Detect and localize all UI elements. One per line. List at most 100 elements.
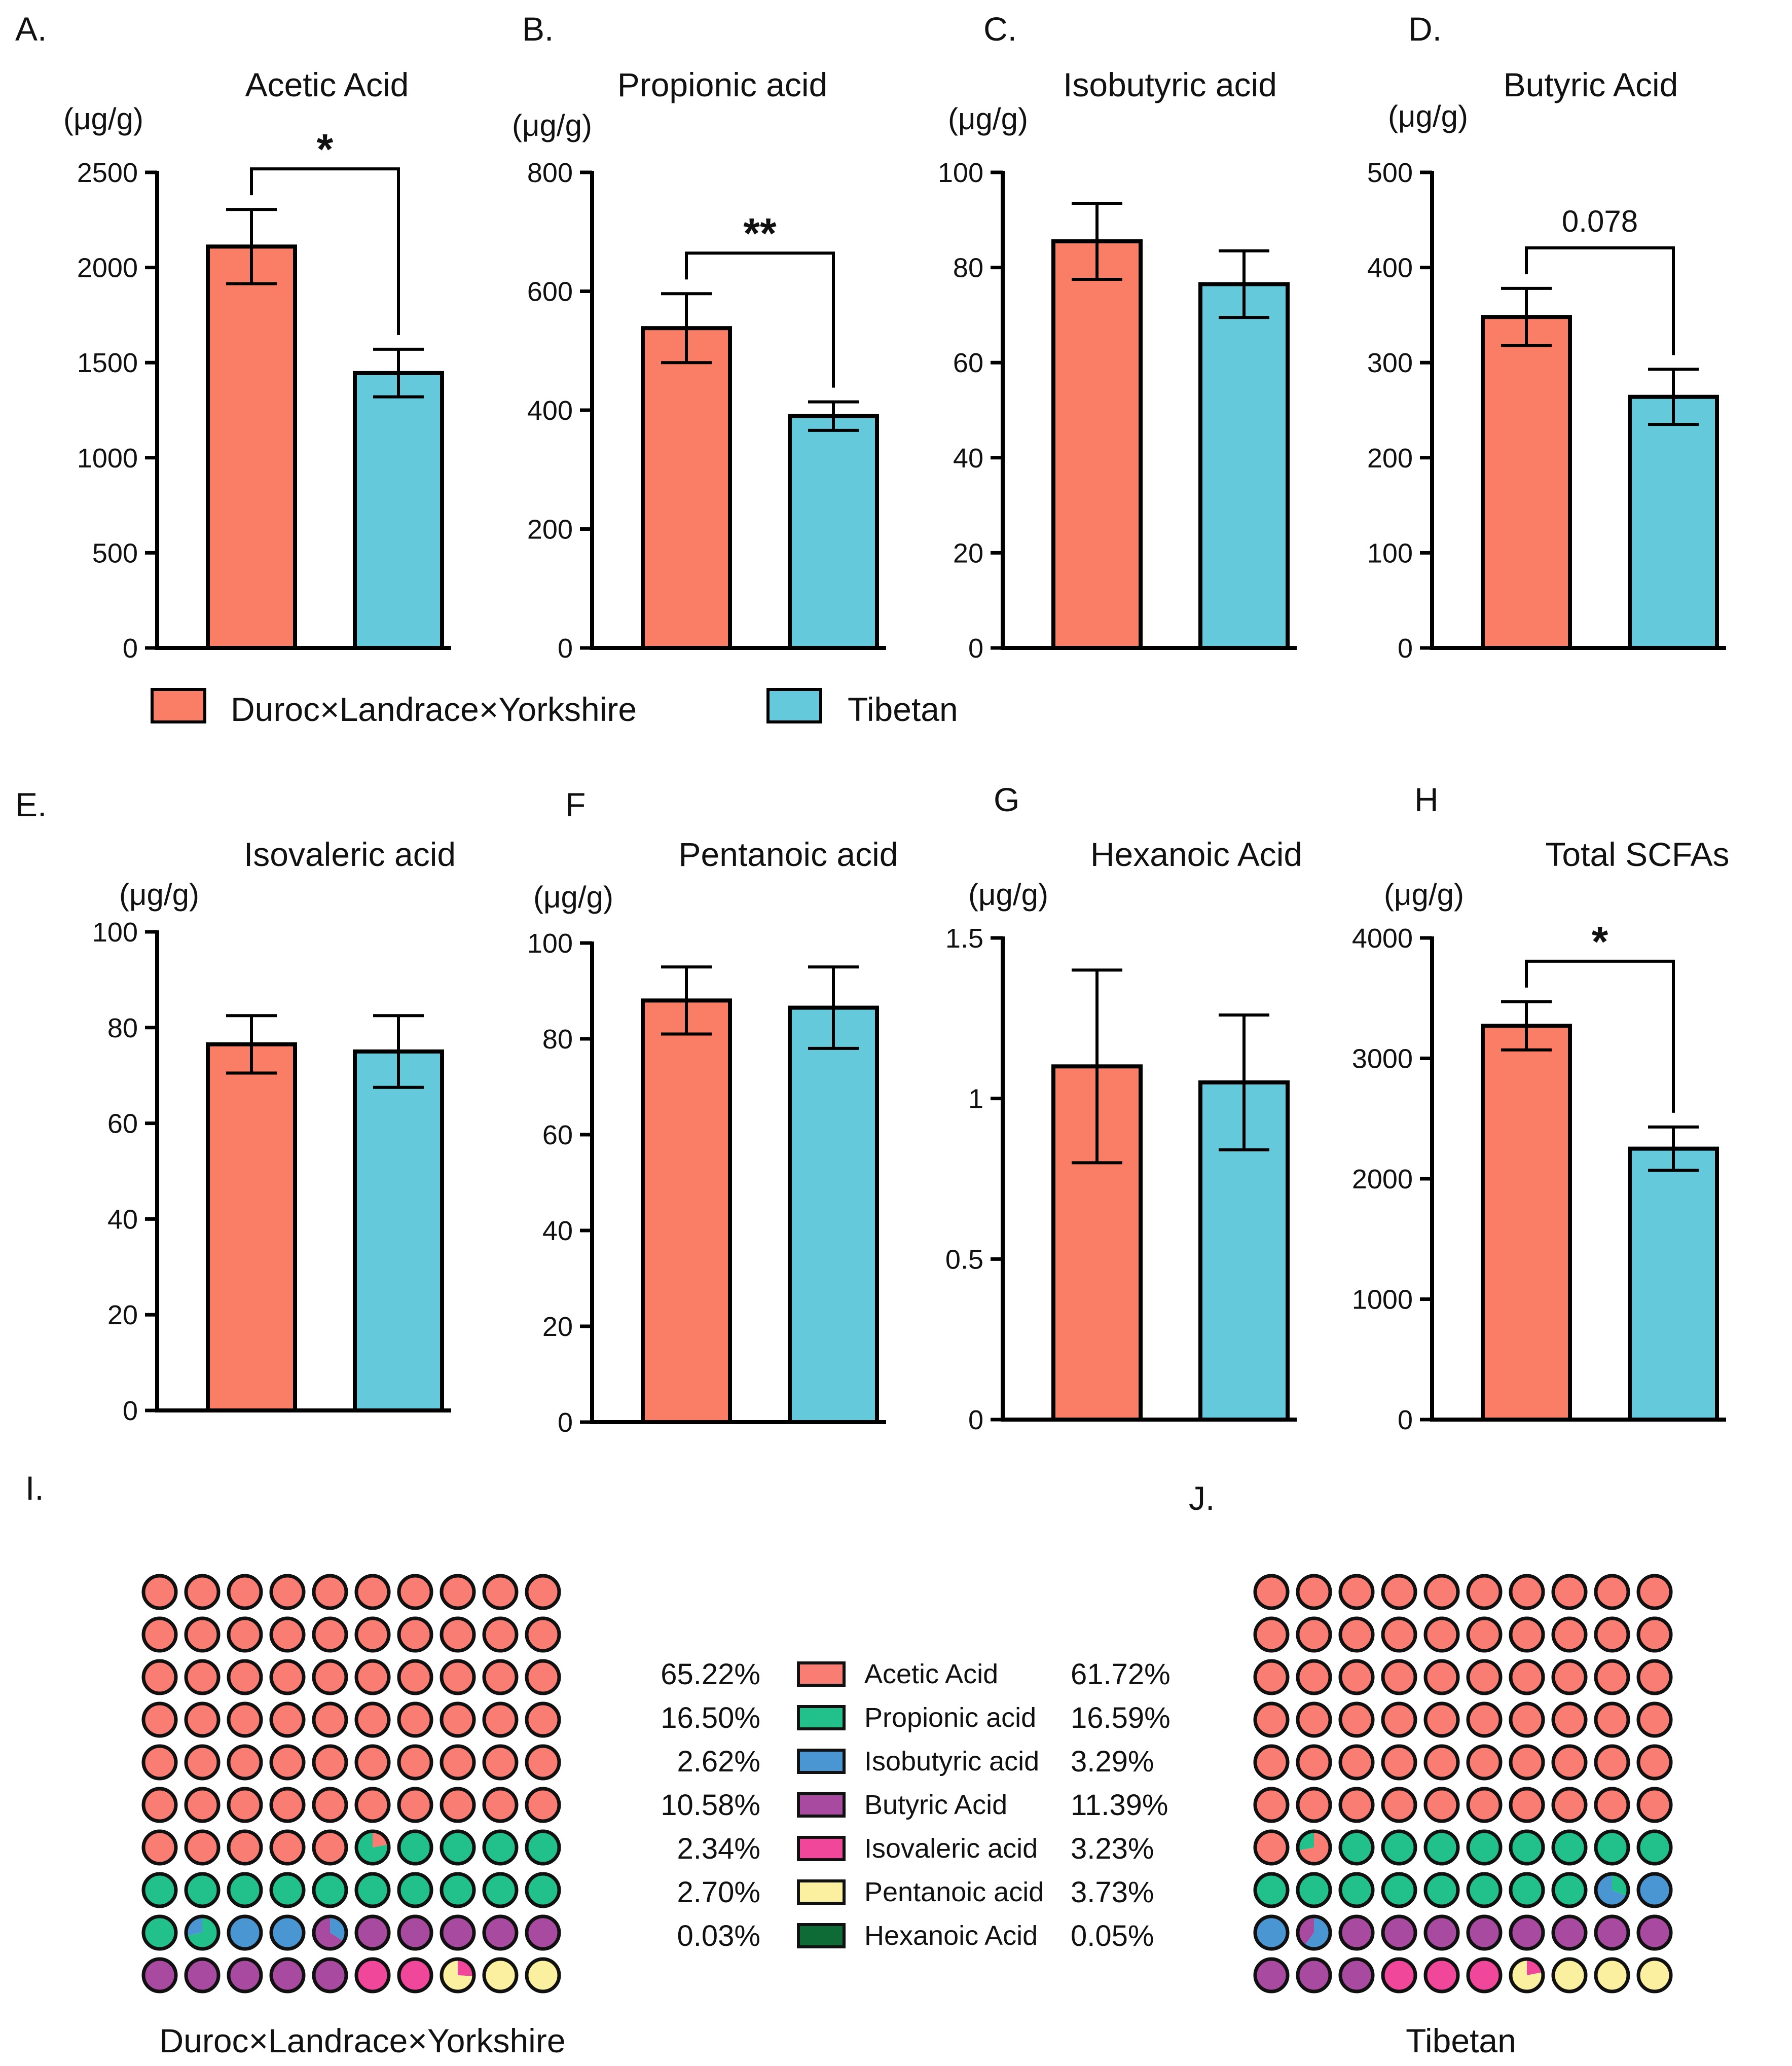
waffle-cell bbox=[269, 1616, 306, 1653]
waffle-cell-slice bbox=[1527, 1959, 1543, 1975]
percent-duroc: 16.50% bbox=[661, 1701, 760, 1734]
waffle-cell bbox=[1551, 1872, 1588, 1908]
significance-stars: * bbox=[317, 125, 334, 173]
bar-tibetan bbox=[353, 371, 444, 650]
bar-tibetan bbox=[353, 1049, 444, 1412]
waffle-cell bbox=[440, 1659, 476, 1695]
waffle-cell bbox=[1636, 1957, 1673, 1993]
waffle-cell bbox=[141, 1957, 178, 1993]
waffle-cell bbox=[1509, 1872, 1545, 1908]
y-tick-label: 0 bbox=[968, 1405, 983, 1435]
waffle-cell bbox=[141, 1787, 178, 1823]
y-tick-label: 300 bbox=[1367, 348, 1413, 378]
significance-bracket bbox=[250, 167, 400, 335]
waffle-cell bbox=[1466, 1659, 1503, 1695]
waffle-cell bbox=[1253, 1574, 1290, 1610]
waffle-cell bbox=[1381, 1701, 1417, 1738]
y-tick-label: 600 bbox=[527, 277, 573, 307]
percent-tibetan: 0.05% bbox=[1071, 1919, 1154, 1952]
y-tick-label: 100 bbox=[938, 158, 983, 188]
waffle-cell-outline bbox=[440, 1957, 476, 1993]
waffle-cell-slice bbox=[1596, 1874, 1627, 1907]
waffle-cell bbox=[184, 1872, 221, 1908]
waffle-cell bbox=[1338, 1701, 1375, 1738]
waffle-cell bbox=[1636, 1616, 1673, 1653]
waffle-cell bbox=[482, 1957, 519, 1993]
legend-swatch bbox=[797, 1661, 846, 1687]
waffle-cell bbox=[312, 1574, 348, 1610]
waffle-cell bbox=[1423, 1829, 1460, 1866]
waffle-cell bbox=[1466, 1914, 1503, 1951]
y-tick-label: 500 bbox=[92, 538, 138, 568]
waffle-cell bbox=[482, 1659, 519, 1695]
waffle-cell bbox=[1551, 1574, 1588, 1610]
waffle-cell bbox=[1253, 1787, 1290, 1823]
y-tick-label: 400 bbox=[527, 395, 573, 426]
waffle-cell bbox=[141, 1829, 178, 1866]
y-tick-label: 100 bbox=[527, 928, 573, 959]
waffle-cell bbox=[1636, 1914, 1673, 1951]
waffle-cell-split bbox=[184, 1914, 221, 1951]
waffle-cell bbox=[269, 1701, 306, 1738]
waffle-j: J. Tibetan bbox=[1189, 1479, 1673, 2059]
y-tick-label: 1 bbox=[968, 1084, 983, 1114]
y-axis-unit: (μg/g) bbox=[63, 102, 143, 136]
legend-category-label: Butyric Acid bbox=[864, 1790, 1007, 1820]
waffle-cell bbox=[1296, 1872, 1332, 1908]
percent-duroc: 2.70% bbox=[677, 1876, 760, 1909]
waffle-cell bbox=[1338, 1616, 1375, 1653]
waffle-cell-slice bbox=[186, 1916, 202, 1936]
waffle-cell bbox=[184, 1829, 221, 1866]
panel-label: E. bbox=[15, 786, 47, 823]
panel-g: G Hexanoic Acid (μg/g) 0 0.5 1 1.5 bbox=[945, 781, 1302, 1435]
waffle-cell bbox=[184, 1701, 221, 1738]
waffle-cell-slice bbox=[314, 1916, 344, 1949]
y-axis-unit: (μg/g) bbox=[1384, 878, 1464, 912]
waffle-cell bbox=[1296, 1659, 1332, 1695]
waffle-cell bbox=[440, 1787, 476, 1823]
waffle-cell bbox=[525, 1616, 561, 1653]
waffle-cell bbox=[1338, 1914, 1375, 1951]
waffle-cell bbox=[1509, 1829, 1545, 1866]
waffle-cell bbox=[184, 1787, 221, 1823]
waffle-cell bbox=[1509, 1787, 1545, 1823]
waffle-cell-split bbox=[1509, 1957, 1545, 1993]
y-tick-label: 40 bbox=[953, 443, 983, 474]
waffle-cell bbox=[525, 1659, 561, 1695]
legend-swatch-tibetan bbox=[766, 688, 822, 723]
y-tick-label: 2000 bbox=[1352, 1164, 1413, 1194]
y-tick-label: 60 bbox=[542, 1120, 573, 1150]
panel-e: E. Isovaleric acid (μg/g) 0 20 40 60 80 100 bbox=[15, 786, 456, 1426]
waffle-cell bbox=[440, 1744, 476, 1781]
waffle-cell bbox=[1381, 1872, 1417, 1908]
waffle-cell bbox=[1594, 1701, 1630, 1738]
bar-duroc bbox=[1481, 315, 1572, 650]
y-tick-label: 4000 bbox=[1352, 923, 1413, 954]
y-tick-label: 0 bbox=[968, 633, 983, 664]
waffle-cell bbox=[354, 1914, 391, 1951]
waffle-cell bbox=[397, 1787, 433, 1823]
waffle-cell bbox=[1253, 1872, 1290, 1908]
waffle-legend: 65.22% Acetic Acid 61.72% 16.50% Propionic a… bbox=[661, 1658, 1170, 1952]
waffle-cell bbox=[312, 1957, 348, 1993]
legend-label-tibetan: Tibetan bbox=[848, 691, 958, 728]
legend-category-label: Hexanoic Acid bbox=[864, 1920, 1038, 1951]
waffle-cell bbox=[1594, 1659, 1630, 1695]
waffle-cell bbox=[1551, 1659, 1588, 1695]
waffle-cell bbox=[1509, 1574, 1545, 1610]
waffle-cell bbox=[1466, 1574, 1503, 1610]
waffle-cell-slice bbox=[458, 1959, 474, 1977]
significance-bracket bbox=[1525, 959, 1675, 1113]
waffle-cell bbox=[525, 1957, 561, 1993]
y-tick-label: 1.5 bbox=[945, 923, 983, 954]
waffle-group-label: Tibetan bbox=[1406, 2022, 1516, 2059]
waffle-cell bbox=[1466, 1787, 1503, 1823]
waffle-cell bbox=[312, 1659, 348, 1695]
waffle-cell bbox=[1551, 1616, 1588, 1653]
waffle-cell bbox=[1253, 1659, 1290, 1695]
waffle-cell bbox=[1551, 1744, 1588, 1781]
percent-tibetan: 11.39% bbox=[1071, 1789, 1168, 1822]
y-tick-label: 200 bbox=[1367, 443, 1413, 474]
waffle-cell bbox=[1338, 1574, 1375, 1610]
